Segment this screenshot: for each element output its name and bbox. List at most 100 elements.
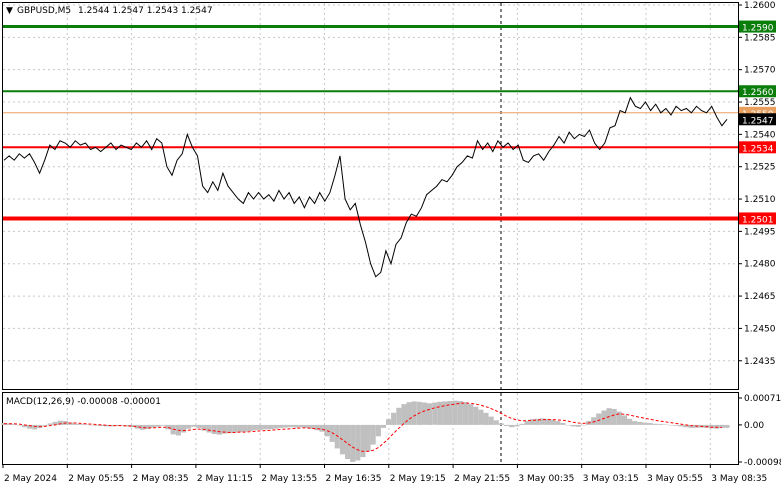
macd-bar	[391, 412, 397, 425]
level-tag-support-low	[739, 212, 776, 225]
macd-bar	[350, 424, 356, 462]
macd-bar	[129, 424, 135, 428]
macd-bar	[73, 423, 79, 425]
macd-bar	[83, 424, 89, 425]
level-tag-label: 1.2534	[742, 144, 774, 154]
dropdown-arrow-icon[interactable]: ▼	[6, 6, 13, 16]
macd-bar	[375, 424, 381, 437]
macd-bar	[304, 424, 310, 428]
macd-bar	[227, 424, 233, 434]
price-tick-label: 1.2585	[744, 33, 776, 43]
macd-bar	[273, 424, 279, 429]
macd-bar	[139, 424, 146, 430]
macd-bar	[678, 424, 684, 427]
macd-bar	[109, 424, 115, 427]
macd-tick-label: 0.00071	[744, 394, 781, 404]
macd-bar	[216, 424, 222, 435]
macd-bar	[186, 424, 192, 429]
macd-bar	[437, 401, 443, 425]
macd-bar	[104, 424, 110, 427]
macd-bar	[42, 424, 48, 426]
macd-bar	[611, 409, 617, 425]
macd-bar	[462, 402, 469, 425]
macd-bar	[334, 424, 340, 449]
macd-bar	[519, 423, 525, 425]
time-tick-label: 2 May 08:35	[133, 474, 189, 484]
macd-bar	[498, 423, 504, 425]
macd-bar	[268, 424, 274, 430]
macd-bar	[442, 401, 448, 425]
macd-bar	[355, 424, 361, 461]
macd-bar	[478, 409, 484, 425]
level-tag-label: 1.2590	[742, 24, 774, 34]
time-tick-label: 2 May 05:55	[68, 474, 124, 484]
macd-bar	[27, 424, 33, 429]
macd-bar	[329, 424, 335, 442]
macd-bar	[52, 421, 58, 425]
level-tag-label: 1.2560	[742, 88, 774, 98]
macd-bar	[616, 411, 622, 425]
macd-bar	[170, 424, 176, 435]
macd-bar	[68, 422, 74, 425]
macd-bar	[421, 402, 428, 425]
macd-bar	[345, 424, 351, 459]
macd-bar	[155, 424, 161, 427]
macd-bar	[411, 401, 417, 425]
macd-bar	[565, 424, 571, 426]
macd-bar	[196, 424, 202, 428]
macd-bar	[509, 424, 515, 428]
macd-bar	[545, 418, 551, 425]
macd-bar	[401, 404, 407, 425]
macd-bar	[150, 424, 156, 428]
time-tick-label: 3 May 03:15	[583, 474, 639, 484]
ohlc-values: 1.2544 1.2547 1.2543 1.2547	[78, 6, 213, 16]
symbol-label: GBPUSD,M5	[17, 6, 71, 16]
price-tick-label: 1.2555	[744, 98, 776, 108]
macd-bar	[709, 424, 715, 429]
macd-bar	[93, 424, 99, 426]
macd-signal-line	[4, 402, 722, 452]
macd-bar	[278, 424, 284, 428]
macd-bar	[473, 406, 479, 425]
macd-title: MACD(12,26,9) -0.00008 -0.00001	[6, 397, 161, 407]
macd-bar	[180, 424, 187, 433]
macd-bar	[247, 424, 253, 431]
macd-bar	[319, 424, 325, 432]
price-tick-label: 1.2435	[744, 357, 776, 367]
macd-bar	[160, 424, 166, 426]
macd-bar	[596, 413, 602, 425]
macd-bar	[324, 424, 330, 437]
macd-bar	[580, 424, 587, 426]
macd-bar	[221, 424, 228, 434]
time-tick-label: 3 May 08:35	[711, 474, 767, 484]
macd-bar	[201, 424, 207, 431]
macd-bar	[262, 424, 269, 430]
macd-bar	[314, 424, 320, 431]
price-tick-label: 1.2465	[744, 292, 776, 302]
macd-bar	[134, 424, 140, 429]
macd-bar	[724, 424, 730, 428]
macd-bar	[386, 419, 392, 425]
macd-bar	[683, 424, 689, 428]
macd-bar	[57, 420, 63, 425]
macd-bar	[503, 424, 510, 426]
macd-bar	[534, 418, 540, 425]
time-tick-label: 2 May 11:15	[197, 474, 253, 484]
macd-bar	[627, 418, 633, 425]
macd-bar	[237, 424, 243, 433]
price-tick-label: 1.2510	[744, 195, 776, 205]
time-tick-label: 2 May 16:35	[326, 474, 382, 484]
macd-bar	[298, 424, 304, 428]
macd-bar	[11, 424, 17, 425]
macd-bar	[252, 424, 258, 431]
macd-bar	[632, 421, 638, 425]
macd-bar	[191, 424, 197, 427]
macd-bar	[524, 421, 530, 425]
macd-axis-labels: 0.00071 0.00 -0.00098	[738, 394, 781, 468]
macd-bar	[657, 424, 663, 425]
macd-bar	[719, 424, 725, 428]
macd-tick-label: 0.00	[744, 421, 764, 431]
last-price-tag-label: 1.2547	[742, 116, 774, 126]
